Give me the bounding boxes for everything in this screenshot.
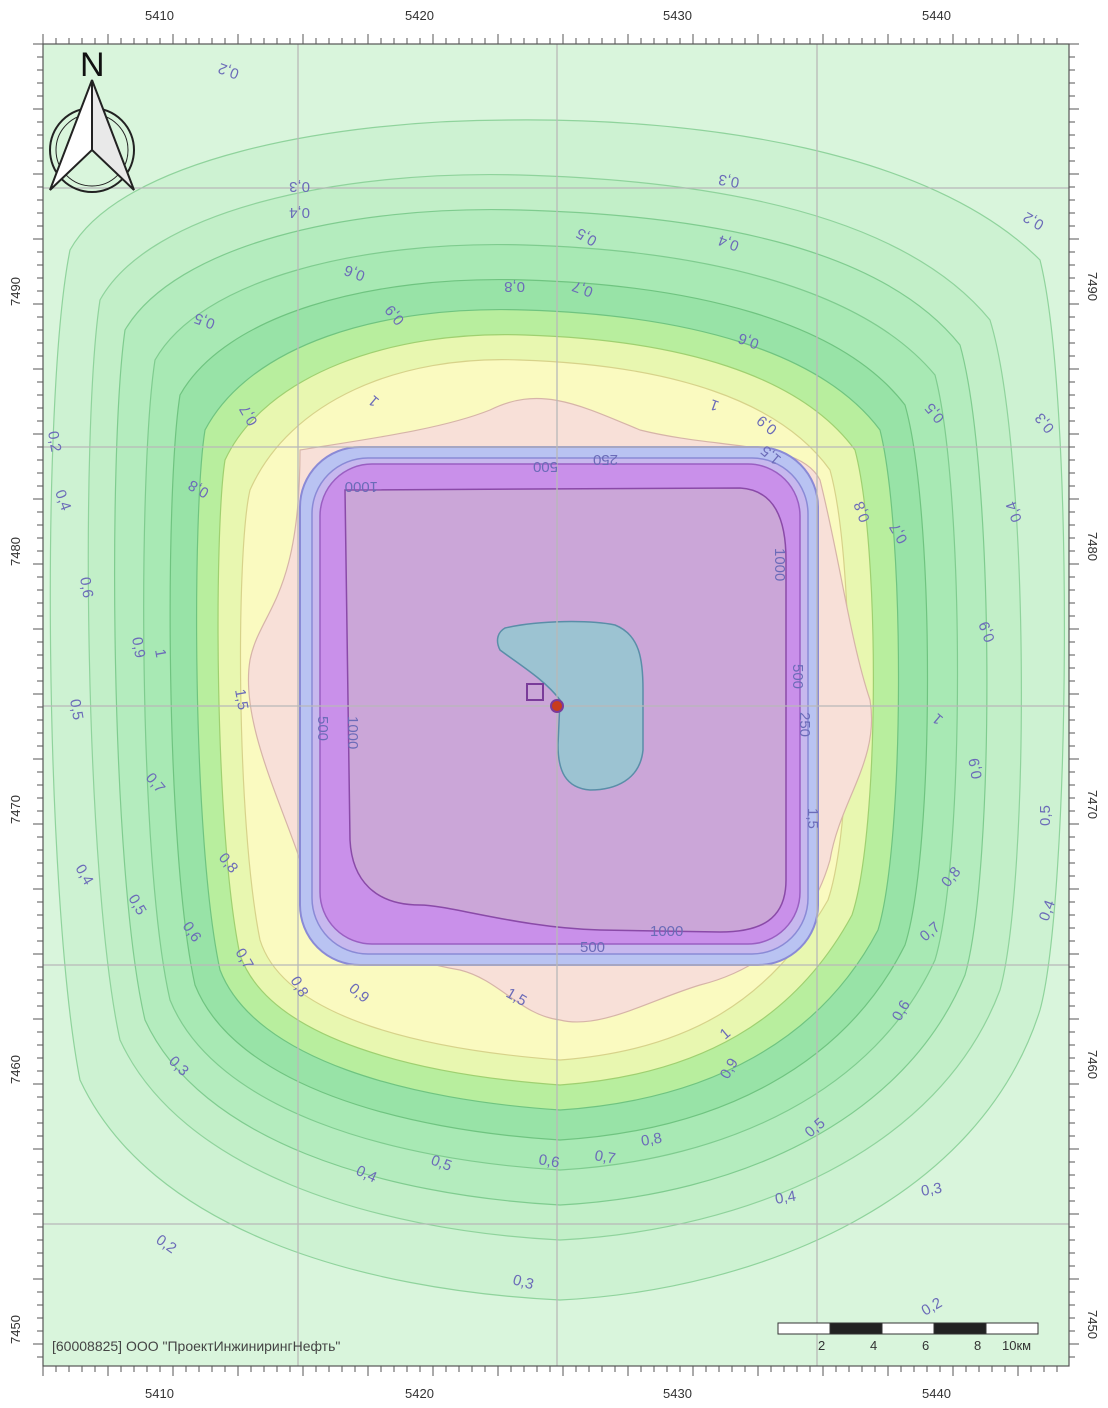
contour-label: 0,3 — [289, 178, 310, 195]
contour-label: 0,7 — [593, 1147, 616, 1167]
contour-label: 0,9 — [128, 636, 148, 659]
x-tick-label: 5430 — [663, 8, 692, 23]
contour-label: 0,2 — [44, 430, 64, 453]
scale-label: 8 — [974, 1338, 981, 1353]
contour-label: 0,4 — [1003, 499, 1026, 524]
y-tick-label: 7460 — [8, 1055, 23, 1084]
contour-label: 0,5 — [1037, 805, 1054, 826]
north-label: N — [80, 46, 105, 84]
x-tick-label: 5440 — [922, 1386, 951, 1401]
contour-label: 0,7 — [570, 277, 595, 300]
scale-label: 2 — [818, 1338, 825, 1353]
contour-label: 1000 — [344, 716, 361, 749]
x-tick-label: 5410 — [145, 8, 174, 23]
contour-label: 0,6 — [537, 1151, 560, 1171]
y-tick-label: 7470 — [1085, 790, 1100, 819]
contour-label: 0,4 — [51, 488, 74, 513]
contour-label: 0,8 — [851, 499, 874, 524]
contour-label: 0,5 — [66, 698, 86, 721]
x-tick-label: 5420 — [405, 1386, 434, 1401]
contour-label: 0,4 — [716, 231, 741, 254]
map-grid — [43, 44, 1069, 1366]
source-square-marker — [526, 683, 544, 701]
y-tick-label: 7450 — [8, 1315, 23, 1344]
source-point-marker — [550, 699, 564, 713]
scale-label: 4 — [870, 1338, 877, 1353]
y-tick-label: 7490 — [8, 277, 23, 306]
contour-label: 0,3 — [920, 1180, 943, 1200]
company-credit: [60008825] ООО "ПроектИнжинирингНефть" — [52, 1338, 341, 1354]
y-tick-label: 7490 — [1085, 272, 1100, 301]
y-tick-label: 7470 — [8, 795, 23, 824]
contour-label: 0,3 — [511, 1271, 536, 1293]
contour-label: 0,4 — [289, 204, 310, 221]
contour-label: 0,6 — [736, 329, 761, 352]
scale-label: 6 — [922, 1338, 929, 1353]
contour-label: 0,5 — [192, 309, 217, 332]
contour-label: 1,5 — [804, 808, 821, 829]
x-axis-top: 5410 5420 5430 5440 — [145, 8, 951, 23]
scale-label: 10км — [1002, 1338, 1031, 1353]
y-tick-label: 7450 — [1085, 1310, 1100, 1339]
y-tick-label: 7460 — [1085, 1050, 1100, 1079]
north-arrow-icon: N — [49, 46, 135, 193]
contour-labels: 0,2 0,3 0,3 0,4 0,4 0,5 0,6 0,8 0,7 0,5 … — [44, 59, 1059, 1319]
x-tick-label: 5440 — [922, 8, 951, 23]
x-tick-label: 5420 — [405, 8, 434, 23]
contour-label: 500 — [789, 664, 806, 689]
contour-label: 0,8 — [504, 278, 525, 295]
scale-bar: 2 4 6 8 10км — [777, 1322, 1039, 1353]
y-tick-label: 7480 — [1085, 532, 1100, 561]
contour-label: 0,6 — [342, 261, 367, 284]
y-axis-right: 7490 7480 7470 7460 7450 — [1085, 272, 1100, 1339]
contour-label: 0,4 — [1036, 898, 1059, 923]
contour-label: 0,9 — [976, 619, 999, 644]
contour-label: 0,9 — [966, 757, 986, 780]
contour-label: 0,8 — [640, 1130, 663, 1150]
y-tick-label: 7480 — [8, 537, 23, 566]
map-frame — [42, 43, 1070, 1367]
contour-label: 250 — [796, 712, 813, 737]
x-axis-bottom: 5410 5420 5430 5440 — [145, 1386, 951, 1401]
frame-ticks — [33, 34, 1079, 1376]
contour-label: 500 — [580, 939, 605, 956]
contour-label: 0,3 — [717, 170, 740, 190]
y-axis-left: 7490 7480 7470 7460 7450 — [8, 277, 23, 1344]
contour-label: 250 — [593, 451, 618, 468]
contour-label: 1000 — [650, 923, 683, 940]
contour-label: 0,6 — [76, 576, 96, 599]
contour-label: 500 — [533, 458, 558, 475]
contour-label: 0,2 — [216, 59, 241, 82]
contour-label: 0,5 — [429, 1152, 454, 1175]
x-tick-label: 5430 — [663, 1386, 692, 1401]
contour-label: 0,4 — [774, 1188, 797, 1208]
contour-label: 1000 — [771, 548, 788, 581]
contour-label: 1000 — [345, 478, 378, 495]
contour-label: 1 — [151, 648, 169, 659]
contour-label: 1,5 — [231, 688, 251, 711]
x-tick-label: 5410 — [145, 1386, 174, 1401]
contour-label: 500 — [314, 716, 331, 741]
